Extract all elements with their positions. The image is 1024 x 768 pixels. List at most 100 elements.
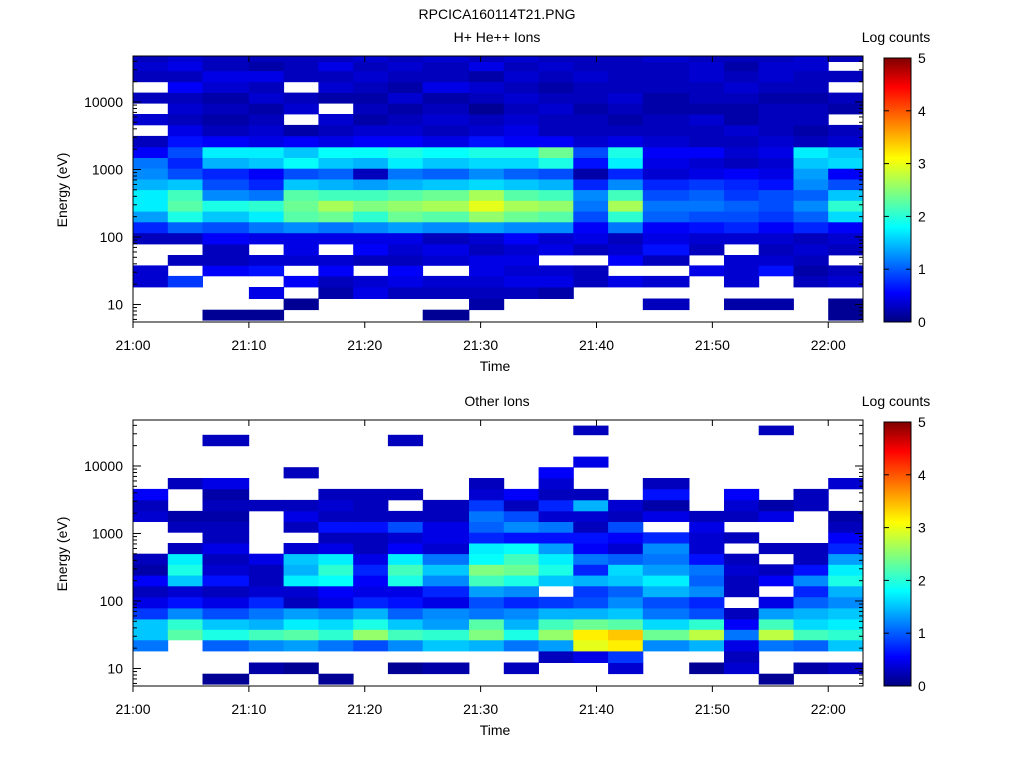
heatmap-cell [793, 275, 829, 288]
heatmap-cell [608, 56, 644, 62]
heatmap-cell [538, 275, 574, 288]
heatmap-cell [538, 189, 574, 201]
heatmap-cell [758, 157, 794, 169]
heatmap-cell [689, 608, 725, 620]
heatmap-cell [828, 596, 864, 609]
heatmap-cell [573, 61, 609, 72]
heatmap-cell [133, 639, 169, 652]
heatmap-cell [573, 92, 609, 104]
heatmap-cell [793, 124, 829, 137]
heatmap-cell [793, 543, 829, 555]
heatmap-cell [573, 221, 609, 234]
heatmap-cell [758, 244, 794, 256]
heatmap-cell [642, 629, 690, 641]
heatmap-cell [469, 585, 505, 598]
heatmap-cell [133, 596, 169, 609]
heatmap-cell [469, 629, 505, 641]
x-tick-label: 21:40 [579, 701, 614, 717]
heatmap-cell [793, 619, 829, 630]
heatmap-cell [353, 564, 389, 576]
heatmap-cell [608, 510, 644, 522]
heatmap-cell [387, 553, 424, 565]
heatmap-cell [503, 81, 539, 93]
x-tick-label: 21:40 [579, 337, 614, 353]
heatmap-cell [353, 168, 389, 180]
heatmap-cell [642, 114, 690, 126]
heatmap-cell [283, 553, 319, 565]
heatmap-cell [503, 543, 539, 555]
heatmap-cell [642, 56, 690, 62]
heatmap-cell [608, 532, 644, 544]
x-tick-label: 21:50 [695, 701, 730, 717]
heatmap-cell [573, 103, 609, 115]
heatmap-cell [469, 81, 505, 93]
heatmap-cell [503, 232, 539, 245]
heatmap-cell [422, 211, 470, 223]
heatmap-cell [503, 103, 539, 115]
heatmap-cell [724, 200, 760, 212]
heatmap-cell [133, 265, 169, 277]
heatmap-cell [573, 499, 609, 512]
heatmap-cell [724, 124, 760, 137]
heatmap-cell [318, 146, 354, 158]
heatmap-cell [469, 543, 505, 555]
heatmap-cell [642, 124, 690, 137]
heatmap-cell [202, 103, 250, 115]
heatmap-cell [318, 275, 354, 288]
heatmap-cell [503, 70, 539, 83]
heatmap-cell [283, 499, 319, 512]
heatmap-cell [469, 244, 505, 256]
heatmap-cell [283, 211, 319, 223]
colorbar-tick-label: 3 [918, 520, 926, 536]
heatmap-cell [422, 189, 470, 201]
heatmap-cell [387, 200, 424, 212]
heatmap-cell [133, 275, 169, 288]
y-tick-label: 10000 [84, 94, 123, 110]
heatmap-cell [642, 619, 690, 630]
heatmap-cell [469, 232, 505, 245]
heatmap-cell [828, 168, 864, 180]
heatmap-cell [642, 255, 690, 266]
heatmap-cell [353, 287, 389, 299]
heatmap-cell [422, 244, 470, 256]
heatmap-cell [573, 608, 609, 620]
heatmap-cell [793, 92, 829, 104]
plot-frame [132, 55, 864, 323]
heatmap-cell [689, 124, 725, 137]
heatmap-cell [133, 211, 169, 223]
heatmap-cell [248, 103, 285, 115]
heatmap-cell [133, 189, 169, 201]
heatmap-cell [318, 608, 354, 620]
heatmap-cell [469, 70, 505, 83]
heatmap-cell [573, 575, 609, 587]
heatmap-cell [283, 135, 319, 148]
heatmap-cell [608, 662, 644, 675]
heatmap-cell [318, 596, 354, 609]
heatmap-cell [573, 211, 609, 223]
heatmap-cell [318, 619, 354, 630]
heatmap-cell [689, 596, 725, 609]
heatmap-cell [469, 103, 505, 115]
heatmap-cell [353, 629, 389, 641]
heatmap-cell [793, 488, 829, 501]
heatmap-cell [538, 619, 574, 630]
heatmap-cell [828, 564, 864, 576]
heatmap-cell [167, 92, 203, 104]
plot-frame [132, 419, 864, 687]
heatmap-cell [608, 275, 644, 288]
heatmap-cell [608, 103, 644, 115]
heatmap-cell [724, 662, 760, 675]
heatmap-cell [642, 532, 690, 544]
heatmap-cell [167, 103, 203, 115]
heatmap-cell [758, 510, 794, 522]
heatmap-cell [724, 179, 760, 191]
heatmap-cell [353, 619, 389, 630]
colorbar-tick-label: 0 [918, 314, 926, 330]
heatmap-cell [724, 189, 760, 201]
heatmap-cell [133, 221, 169, 234]
heatmap-cell [469, 521, 505, 533]
heatmap-cell [689, 135, 725, 148]
heatmap-cell [422, 543, 470, 555]
heatmap-cell [503, 189, 539, 201]
heatmap-cell [318, 135, 354, 148]
